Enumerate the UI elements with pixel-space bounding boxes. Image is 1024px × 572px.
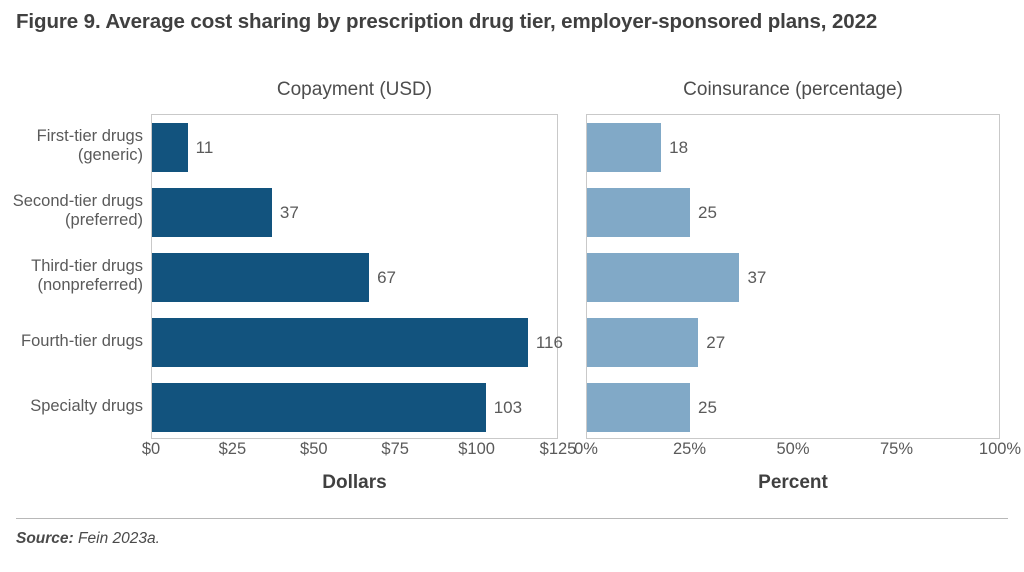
source-label: Source: <box>16 530 74 547</box>
coinsurance-bar-3[interactable] <box>587 318 699 367</box>
coinsurance-bar-value-2: 37 <box>747 268 767 287</box>
bar-row: 116 <box>152 310 563 375</box>
copayment-bar-value-1: 37 <box>279 203 299 222</box>
copayment-bar-0[interactable] <box>152 123 188 172</box>
coinsurance-xtick-3: 75% <box>879 440 914 458</box>
coinsurance-xtick-4: 100% <box>978 440 1022 458</box>
source-value: Fein 2023a. <box>78 530 160 547</box>
coinsurance-bar-0[interactable] <box>587 123 662 172</box>
category-label-1-line-0: Second-tier drugs <box>12 192 143 210</box>
category-label-0-line-0: First-tier drugs <box>36 127 143 145</box>
copayment-bar-4[interactable] <box>152 383 486 432</box>
coinsurance-xtick-2: 50% <box>776 440 810 458</box>
bar-row: 37 <box>152 180 557 245</box>
plot-copayment: 11 37 67 116 103 <box>151 114 563 440</box>
copayment-xtick-0: $0 <box>141 440 161 458</box>
bar-row: 103 <box>152 375 557 440</box>
bar-row: 11 <box>152 115 557 180</box>
copayment-bar-value-4: 103 <box>493 398 523 417</box>
x-axis-copayment: $0 $25 $50 $75 $100 $125 <box>142 440 577 464</box>
category-label-4: Specialty drugs <box>3 397 143 416</box>
coinsurance-xtick-1: 25% <box>672 440 707 458</box>
copayment-xtick-5: $125 <box>539 440 577 458</box>
bar-row: 37 <box>587 245 999 310</box>
copayment-bar-value-2: 67 <box>377 268 396 287</box>
category-label-3-line-0: Fourth-tier drugs <box>21 331 143 350</box>
copayment-xtick-2: $50 <box>300 440 328 458</box>
bar-row: 25 <box>587 375 999 440</box>
category-label-0-line-1: (generic) <box>77 146 143 165</box>
chart-panel-copayment: Copayment (USD) First-tier drugs (generic… <box>0 76 577 506</box>
page-title: Figure 9. Average cost sharing by prescr… <box>16 10 878 33</box>
chart-panel-coinsurance: Coinsurance (percentage) ASPEN ECONOMIC … <box>562 76 1024 506</box>
coinsurance-bar-value-4: 25 <box>698 398 717 417</box>
x-axis-coinsurance: 0% 25% 50% 75% 100% <box>574 440 1021 464</box>
chart-area: Copayment (USD) First-tier drugs (generic… <box>0 76 1024 506</box>
category-label-4-line-0: Specialty drugs <box>30 396 143 415</box>
copayment-xtick-1: $25 <box>218 440 247 458</box>
copayment-xtick-3: $75 <box>381 440 409 458</box>
footer-divider <box>16 518 1008 519</box>
copayment-bar-value-3: 116 <box>535 333 563 352</box>
plot-coinsurance: ASPEN ECONOMIC STRATEGY GROUP aspen inst… <box>586 114 1000 439</box>
copayment-bar-3[interactable] <box>152 318 528 367</box>
coinsurance-bar-value-3: 27 <box>706 333 726 352</box>
coinsurance-bar-value-0: 18 <box>669 138 689 157</box>
category-label-2: Third-tier drugs (nonpreferred) <box>3 257 143 296</box>
copayment-xtick-4: $100 <box>458 440 495 458</box>
coinsurance-bar-4[interactable] <box>587 383 690 432</box>
chart-title-copayment: Copayment (USD) <box>276 79 433 100</box>
bar-row: 18 <box>587 115 999 180</box>
category-label-1: Second-tier drugs (preferred) <box>3 192 143 231</box>
category-label-3: Fourth-tier drugs <box>3 332 143 351</box>
copayment-bar-2[interactable] <box>152 253 370 302</box>
category-label-1-line-1: (preferred) <box>65 211 143 230</box>
copayment-bar-1[interactable] <box>152 188 272 237</box>
bar-row: 27 <box>587 310 999 375</box>
category-label-0: First-tier drugs (generic) <box>3 127 143 166</box>
coinsurance-xtick-0: 0% <box>574 440 598 458</box>
copayment-bar-value-0: 11 <box>195 138 214 157</box>
chart-title-coinsurance: Coinsurance (percentage) <box>683 79 903 100</box>
category-axis-labels: First-tier drugs (generic) Second-tier dru… <box>0 114 143 439</box>
x-axis-title-coinsurance: Percent <box>758 472 828 493</box>
x-axis-title-copayment: Dollars <box>322 472 387 493</box>
coinsurance-bar-value-1: 25 <box>698 203 717 222</box>
category-label-2-line-0: Third-tier drugs <box>31 257 143 275</box>
category-label-2-line-1: (nonpreferred) <box>37 276 143 295</box>
source-note: Source: Fein 2023a. <box>16 530 160 548</box>
coinsurance-bar-1[interactable] <box>587 188 690 237</box>
coinsurance-bar-2[interactable] <box>587 253 740 302</box>
bar-row: 67 <box>152 245 557 310</box>
bar-row: 25 <box>587 180 999 245</box>
